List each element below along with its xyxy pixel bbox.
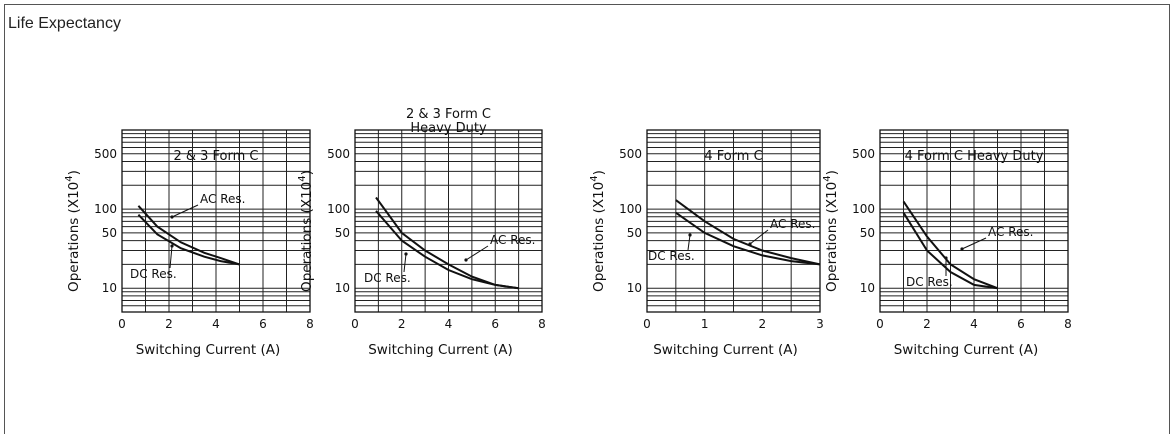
page-title: Life Expectancy bbox=[8, 15, 121, 32]
y-tick-label: 10 bbox=[335, 281, 350, 295]
chart-title: 4 Form C Heavy Duty bbox=[905, 149, 1044, 164]
plot-frame bbox=[879, 129, 1069, 313]
leader-arrow bbox=[464, 258, 468, 262]
y-tick-label: 500 bbox=[327, 147, 350, 161]
y-tick-label: 100 bbox=[327, 202, 350, 216]
y-tick-label: 50 bbox=[860, 226, 875, 240]
leader-arrow bbox=[688, 233, 692, 237]
x-tick-label: 4 bbox=[212, 317, 220, 331]
x-tick-label: 0 bbox=[118, 317, 126, 331]
y-tick-label: 500 bbox=[94, 147, 117, 161]
x-axis-label: Switching Current (A) bbox=[136, 342, 281, 358]
label-ac-res: AC Res. bbox=[200, 192, 245, 206]
chart-title: Heavy Duty bbox=[410, 121, 487, 136]
label-dc-res: DC Res. bbox=[906, 275, 953, 289]
x-tick-label: 2 bbox=[165, 317, 173, 331]
label-dc-res: DC Res. bbox=[648, 249, 695, 263]
chart-4: 0 2 4 6 8 10 50 100 500 4 Form C Heavy Duty Switch… bbox=[822, 129, 1072, 358]
chart-3: 0 1 2 3 10 50 100 500 4 Form C Switching Current … bbox=[589, 129, 824, 358]
leader-line bbox=[465, 245, 489, 261]
y-tick-label: 100 bbox=[619, 202, 642, 216]
leader-line bbox=[171, 204, 199, 218]
x-tick-label: 1 bbox=[701, 317, 709, 331]
leader-arrow bbox=[404, 252, 408, 256]
y-axis-label: Operations (X104) bbox=[64, 170, 82, 292]
y-tick-label: 50 bbox=[335, 226, 350, 240]
x-tick-label: 6 bbox=[491, 317, 499, 331]
chart-title: 2 & 3 Form C bbox=[406, 107, 491, 122]
x-tick-label: 8 bbox=[538, 317, 546, 331]
x-tick-label: 6 bbox=[1017, 317, 1025, 331]
x-tick-label: 2 bbox=[759, 317, 767, 331]
x-tick-label: 8 bbox=[1064, 317, 1072, 331]
y-tick-label: 10 bbox=[102, 281, 117, 295]
label-dc-res: DC Res. bbox=[364, 271, 411, 285]
label-ac-res: AC Res. bbox=[770, 217, 815, 231]
leader-arrow bbox=[170, 244, 174, 248]
x-tick-label: 4 bbox=[445, 317, 453, 331]
leader-line bbox=[749, 229, 769, 245]
leader-line bbox=[687, 234, 691, 251]
leader-arrow bbox=[944, 256, 948, 260]
y-tick-label: 500 bbox=[619, 147, 642, 161]
y-axis-label: Operations (X104) bbox=[822, 170, 840, 292]
series-line-dc bbox=[902, 212, 998, 290]
label-ac-res: AC Res. bbox=[988, 225, 1033, 239]
plot-frame bbox=[646, 129, 821, 313]
x-tick-label: 0 bbox=[876, 317, 884, 331]
label-ac-res: AC Res. bbox=[490, 233, 535, 247]
y-tick-label: 10 bbox=[627, 281, 642, 295]
chart-title: 4 Form C bbox=[704, 149, 762, 164]
x-tick-label: 2 bbox=[923, 317, 931, 331]
series-line-dc bbox=[137, 214, 240, 266]
leader-line bbox=[961, 237, 987, 250]
plot-frame bbox=[121, 129, 311, 313]
x-axis-label: Switching Current (A) bbox=[653, 342, 798, 358]
y-tick-label: 100 bbox=[852, 202, 875, 216]
y-tick-label: 500 bbox=[852, 147, 875, 161]
y-axis-label: Operations (X104) bbox=[589, 170, 607, 292]
x-tick-label: 6 bbox=[259, 317, 267, 331]
leader-arrow bbox=[748, 242, 752, 246]
x-axis-label: Switching Current (A) bbox=[368, 342, 513, 358]
x-tick-label: 3 bbox=[816, 317, 824, 331]
label-dc-res: DC Res. bbox=[130, 267, 177, 281]
leader-arrow bbox=[960, 247, 964, 251]
y-tick-label: 10 bbox=[860, 281, 875, 295]
x-tick-label: 2 bbox=[398, 317, 406, 331]
leader-line bbox=[403, 253, 407, 273]
plot-frame bbox=[354, 129, 543, 313]
x-tick-label: 0 bbox=[643, 317, 651, 331]
x-tick-label: 0 bbox=[351, 317, 359, 331]
y-tick-label: 100 bbox=[94, 202, 117, 216]
y-tick-label: 50 bbox=[627, 226, 642, 240]
series-line-dc bbox=[375, 210, 519, 290]
leader-line bbox=[169, 245, 173, 269]
series-line-dc bbox=[675, 211, 821, 266]
series-line-ac bbox=[137, 205, 240, 266]
y-axis-label: Operations (X104) bbox=[297, 170, 315, 292]
y-tick-label: 50 bbox=[102, 226, 117, 240]
chart-title: 2 & 3 Form C bbox=[173, 149, 258, 164]
chart-1: 0 2 4 6 8 10 50 100 500 2 & 3 Form C Switching Cur… bbox=[64, 129, 314, 358]
x-axis-label: Switching Current (A) bbox=[894, 342, 1039, 358]
x-tick-label: 4 bbox=[970, 317, 978, 331]
x-tick-label: 8 bbox=[306, 317, 314, 331]
series-line-ac bbox=[675, 199, 821, 266]
series-line-ac bbox=[902, 200, 998, 290]
figure-frame bbox=[4, 4, 1170, 434]
leader-arrow bbox=[170, 215, 174, 219]
